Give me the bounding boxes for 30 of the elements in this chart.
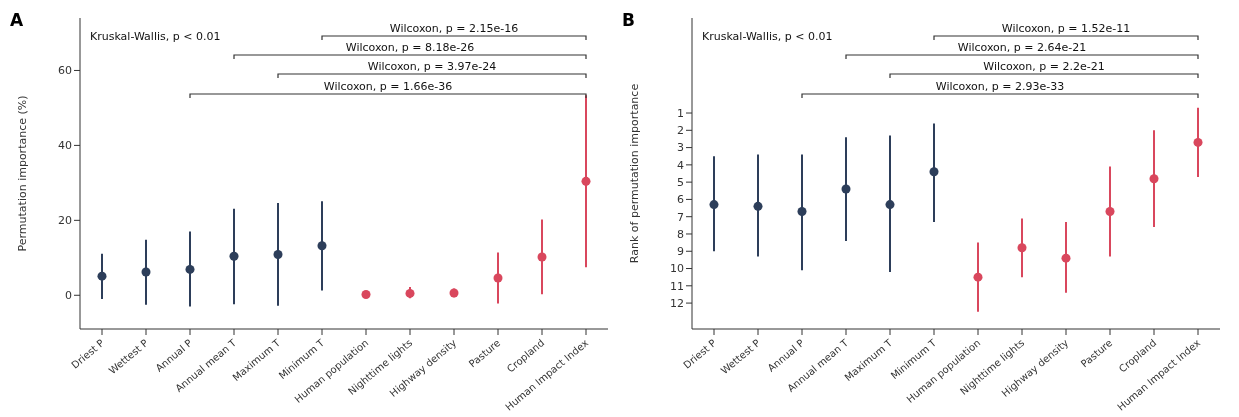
y-tick-label: 40 <box>58 139 72 153</box>
y-tick-label: 60 <box>58 64 72 78</box>
y-axis-title: Rank of permutation importance <box>627 83 641 264</box>
y-tick-label: 10 <box>670 262 684 276</box>
y-tick-label: 0 <box>65 289 72 303</box>
y-tick-label: 1 <box>677 106 684 120</box>
annotation: Kruskal-Wallis, p < 0.01 <box>702 30 833 43</box>
y-tick-label: 20 <box>58 214 72 228</box>
annotation: Wilcoxon, p = 8.18e-26 <box>345 41 475 54</box>
y-tick-label: 6 <box>677 193 684 207</box>
annotation: Kruskal-Wallis, p < 0.01 <box>90 30 221 43</box>
annotation: Wilcoxon, p = 3.97e-24 <box>367 60 497 73</box>
annotation: Wilcoxon, p = 1.66e-36 <box>323 80 453 93</box>
annotation: Wilcoxon, p = 2.15e-16 <box>389 22 519 35</box>
annotation: Wilcoxon, p = 2.2e-21 <box>983 60 1105 73</box>
annotation: Wilcoxon, p = 2.64e-21 <box>957 41 1087 54</box>
chart-title: B <box>622 10 635 30</box>
y-tick-label: 8 <box>677 227 684 241</box>
y-tick-label: 11 <box>670 279 684 293</box>
chart-title: A <box>10 10 24 30</box>
annotation: Wilcoxon, p = 2.93e-33 <box>935 80 1065 93</box>
annotation: Wilcoxon, p = 1.52e-11 <box>1001 22 1131 35</box>
y-tick-label: 9 <box>677 245 684 259</box>
y-tick-label: 5 <box>677 176 684 190</box>
y-tick-label: 2 <box>677 124 684 138</box>
y-tick-label: 12 <box>670 296 684 310</box>
y-tick-label: 3 <box>677 141 684 155</box>
y-tick-label: 4 <box>677 158 684 172</box>
y-tick-label: 7 <box>677 210 684 224</box>
y-axis-title: Permutation importance (%) <box>15 95 29 252</box>
